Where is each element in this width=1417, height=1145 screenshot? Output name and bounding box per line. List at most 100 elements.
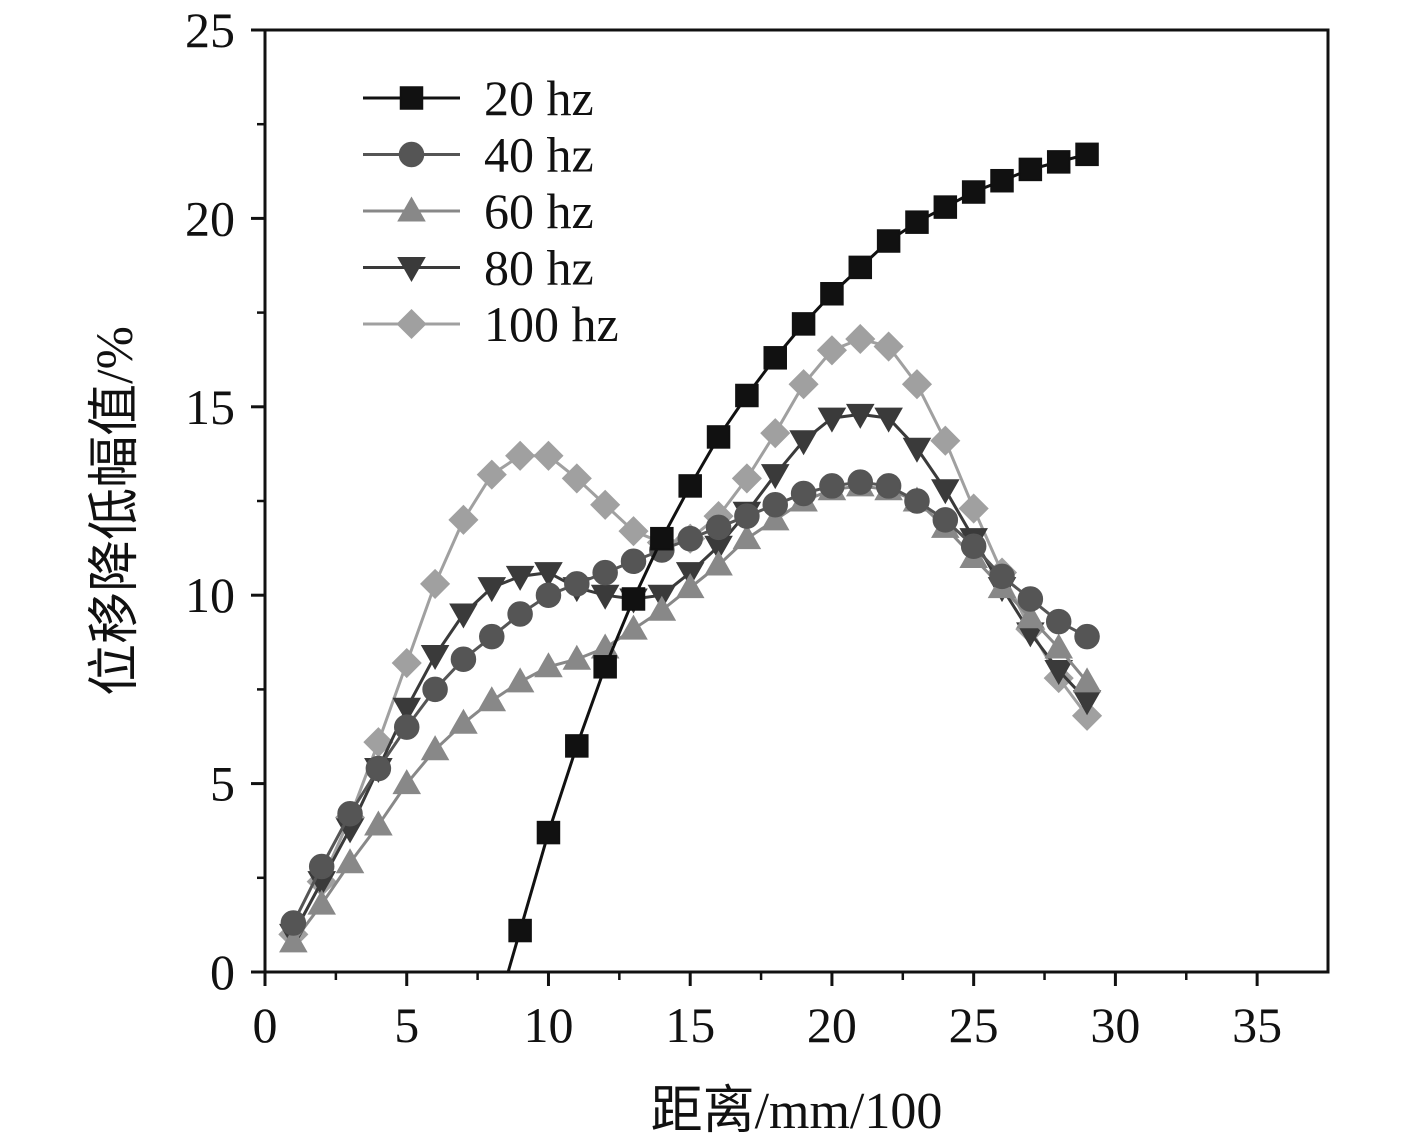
data-point	[562, 644, 592, 670]
data-point	[904, 488, 930, 514]
data-point	[960, 533, 987, 559]
legend-entry: 40 hz	[363, 127, 594, 183]
legend-entry: 60 hz	[363, 183, 594, 239]
legend-label: 80 hz	[484, 240, 594, 296]
data-point	[790, 480, 817, 507]
data-point	[1046, 150, 1071, 174]
data-point	[817, 407, 847, 433]
data-point	[391, 647, 422, 679]
data-point	[534, 562, 563, 588]
data-point	[931, 479, 960, 505]
data-point	[731, 463, 762, 494]
axis-ticks: 0 5 10 15 20 25 30 35 0 5 10 15 20 25	[185, 2, 1282, 1053]
data-point	[364, 810, 393, 836]
data-point	[763, 346, 787, 370]
data-point	[420, 644, 450, 670]
data-point	[618, 516, 649, 547]
data-point	[1016, 603, 1045, 629]
data-point	[874, 407, 903, 433]
data-point	[902, 437, 932, 463]
series-20hz	[506, 142, 1099, 973]
data-point	[876, 229, 901, 253]
series-line	[292, 337, 1089, 936]
data-point	[816, 335, 847, 366]
data-point	[1045, 608, 1072, 635]
x-tick-label: 25	[949, 997, 999, 1053]
data-point	[619, 614, 648, 640]
data-point	[789, 430, 818, 456]
data-point	[420, 735, 450, 761]
data-point	[279, 927, 308, 953]
data-point	[477, 577, 507, 603]
data-point	[734, 503, 760, 529]
data-point	[505, 565, 535, 591]
legend-marker	[399, 86, 424, 110]
data-point	[422, 676, 448, 703]
legend-entry: 100 hz	[363, 296, 619, 352]
y-tick-label: 0	[210, 944, 235, 1000]
data-point	[705, 514, 732, 541]
legend-marker	[397, 257, 426, 283]
data-point	[848, 255, 873, 280]
data-point	[732, 524, 762, 550]
data-point	[590, 584, 620, 610]
data-point	[620, 548, 647, 575]
data-point	[505, 667, 535, 693]
data-point	[847, 469, 874, 495]
x-tick-label: 15	[665, 997, 715, 1053]
data-point	[1017, 586, 1044, 612]
data-point	[533, 440, 564, 471]
data-point	[479, 623, 505, 650]
data-point	[308, 853, 335, 880]
data-point	[508, 918, 532, 943]
data-point	[335, 848, 365, 874]
data-point	[905, 210, 929, 234]
data-point	[704, 550, 733, 576]
data-point	[590, 489, 621, 520]
x-tick-label: 30	[1090, 997, 1140, 1053]
legend-marker	[398, 141, 425, 168]
data-point	[507, 601, 533, 627]
data-point	[788, 369, 819, 400]
data-point	[392, 769, 422, 795]
data-point	[592, 559, 618, 586]
data-point	[735, 383, 759, 408]
legend-entry: 20 hz	[363, 70, 594, 126]
data-point	[449, 603, 478, 629]
legend-label: 60 hz	[484, 183, 594, 239]
y-tick-label: 10	[185, 567, 235, 623]
legend-entry: 80 hz	[363, 240, 594, 296]
data-point	[337, 800, 363, 827]
data-point	[280, 910, 307, 936]
data-point	[647, 595, 677, 621]
data-point	[675, 573, 705, 599]
series-100hz	[278, 323, 1103, 950]
data-point	[505, 440, 536, 471]
data-point	[760, 464, 790, 490]
x-tick-label: 20	[807, 997, 857, 1053]
data-point	[845, 323, 876, 355]
x-axis-title: 距离/mm/100	[651, 1083, 943, 1140]
data-point	[958, 493, 989, 524]
data-point	[1018, 157, 1043, 182]
x-tick-label: 5	[394, 997, 419, 1053]
data-point	[535, 582, 562, 608]
data-point	[819, 473, 845, 499]
x-tick-label: 0	[253, 997, 278, 1053]
data-point	[990, 168, 1014, 193]
data-point	[621, 587, 646, 611]
data-point	[536, 820, 561, 845]
data-point	[450, 646, 477, 673]
legend-label: 20 hz	[484, 70, 594, 126]
data-point	[875, 473, 902, 499]
data-point	[534, 652, 563, 678]
legend-marker	[396, 308, 427, 340]
data-point	[477, 686, 507, 712]
data-point	[901, 369, 933, 400]
legend-label: 40 hz	[484, 127, 594, 183]
y-tick-label: 25	[185, 2, 235, 58]
data-point	[791, 312, 816, 336]
data-point	[392, 697, 422, 723]
data-point	[1044, 660, 1073, 686]
